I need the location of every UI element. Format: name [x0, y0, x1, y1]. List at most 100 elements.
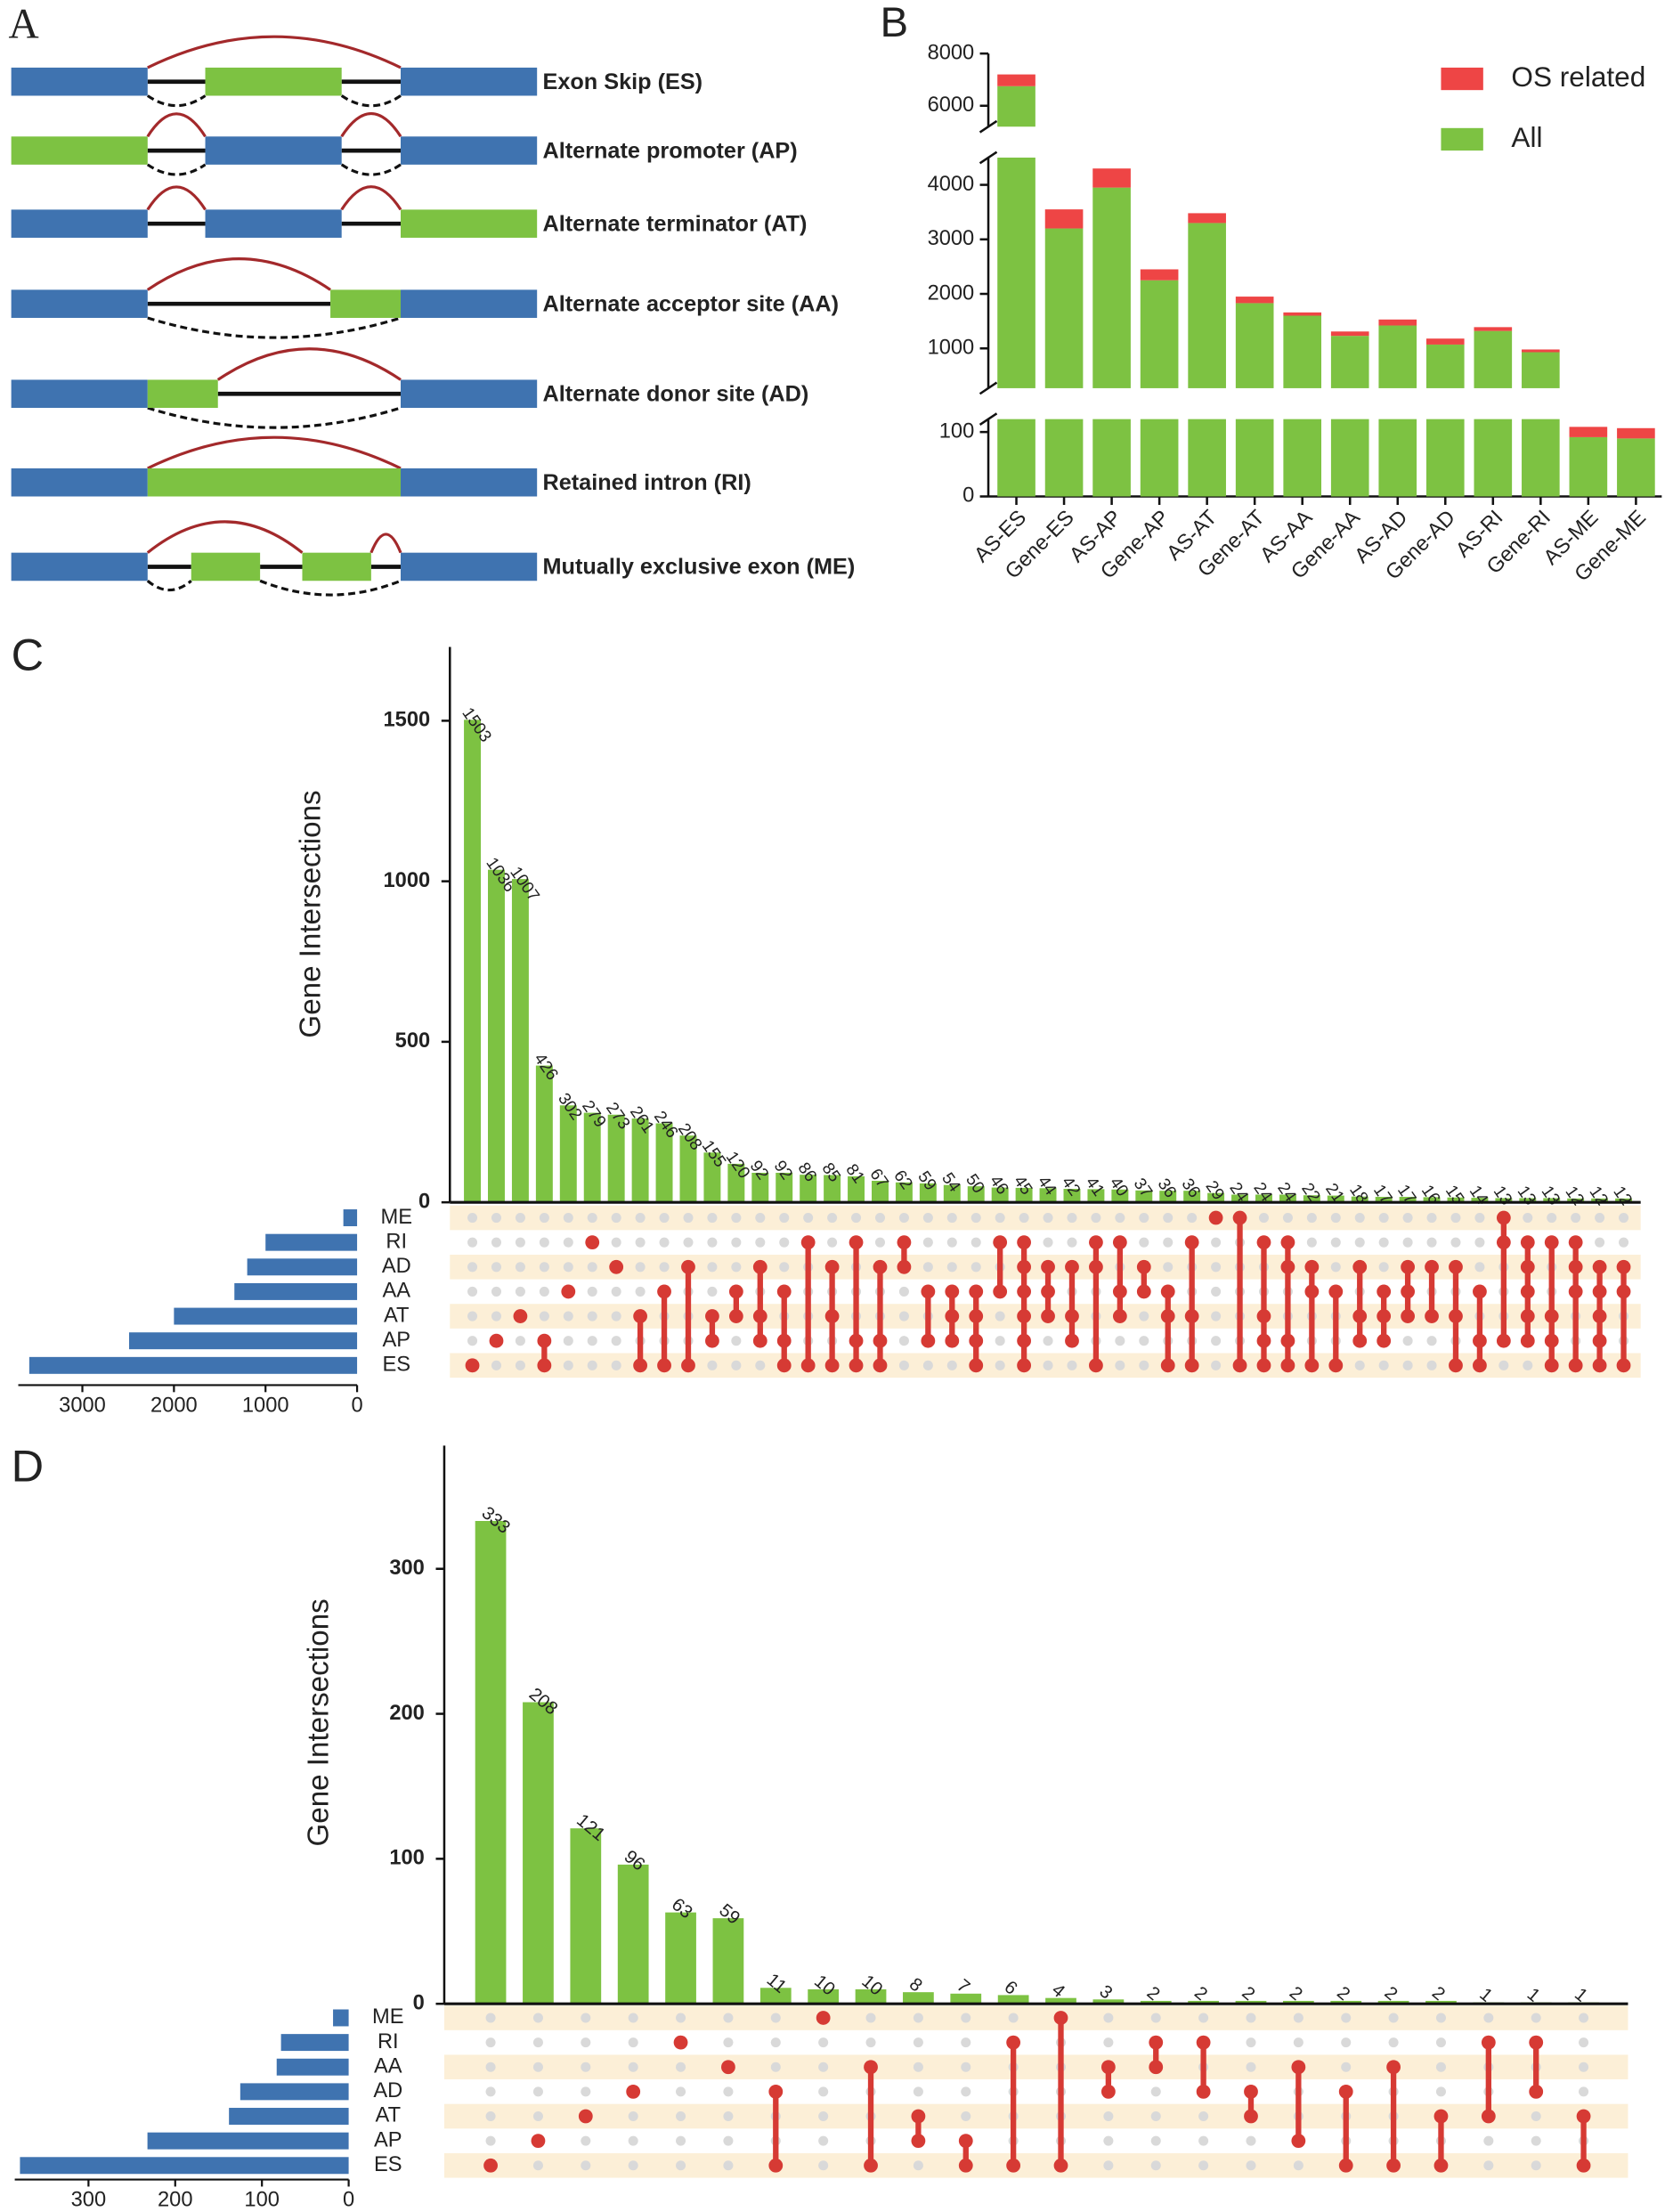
bar	[1092, 1999, 1125, 2005]
value-label: 16	[1417, 1182, 1443, 1208]
y-tick-label: 0	[962, 484, 974, 508]
member-dot	[633, 1358, 647, 1373]
member-dot	[1136, 1284, 1151, 1299]
member-dot	[897, 1259, 912, 1274]
empty-dot	[723, 2013, 734, 2023]
legend-label: OS related	[1511, 61, 1645, 93]
empty-dot	[491, 1213, 502, 1224]
member-dot	[1244, 2084, 1258, 2099]
member-dot	[816, 2011, 831, 2025]
empty-dot	[1163, 1262, 1174, 1273]
member-dot	[728, 1284, 743, 1299]
bar	[607, 1114, 625, 1203]
empty-dot	[491, 1286, 502, 1297]
exon	[401, 67, 538, 96]
empty-dot	[1008, 2013, 1019, 2023]
empty-dot	[1435, 2013, 1446, 2023]
y-tick-label: 100	[389, 1847, 425, 1870]
empty-dot	[1211, 1360, 1222, 1370]
bar	[1378, 419, 1417, 497]
set-label: AT	[376, 2104, 402, 2127]
bar	[1188, 223, 1226, 388]
empty-dot	[532, 2037, 543, 2048]
empty-dot	[971, 1237, 981, 1248]
bar	[1399, 1197, 1417, 1203]
member-dot	[633, 1309, 647, 1323]
empty-dot	[1341, 2013, 1352, 2023]
set-tick-label: 3000	[59, 1394, 106, 1417]
y-tick-label: 200	[389, 1702, 425, 1725]
empty-dot	[635, 1286, 646, 1297]
member-dot	[1112, 1284, 1127, 1299]
set-tick-label: 200	[158, 2188, 193, 2211]
matrix-stripe	[443, 2054, 1628, 2080]
member-dot	[1496, 1210, 1511, 1225]
member-dot	[1160, 1358, 1175, 1373]
bar	[1235, 297, 1274, 304]
empty-dot	[491, 1360, 502, 1370]
empty-dot	[635, 1237, 646, 1248]
member-dot	[911, 2134, 926, 2149]
member-dot	[1616, 1358, 1631, 1373]
member-dot	[1568, 1284, 1583, 1299]
empty-dot	[961, 2110, 971, 2122]
value-label: 14	[1466, 1183, 1491, 1208]
bar	[1617, 438, 1655, 497]
bar	[475, 1520, 507, 2005]
empty-dot	[1115, 1213, 1125, 1224]
bar	[1045, 1997, 1076, 2005]
empty-dot	[1483, 2160, 1494, 2171]
empty-dot	[539, 1213, 549, 1224]
bar	[665, 1912, 696, 2005]
y-tick-label: 100	[939, 419, 975, 443]
empty-dot	[676, 2135, 686, 2146]
y-axis-title: Gene Intersections	[303, 1598, 336, 1846]
empty-dot	[755, 1237, 766, 1248]
empty-dot	[563, 1237, 573, 1248]
bar	[800, 1175, 817, 1203]
member-dot	[1328, 1284, 1344, 1299]
alt-splice-arc	[340, 163, 402, 176]
member-dot	[657, 1358, 671, 1373]
member-dot	[681, 1259, 695, 1274]
member-dot	[824, 1309, 840, 1323]
empty-dot	[467, 1336, 478, 1346]
bar	[919, 1183, 937, 1203]
empty-dot	[1293, 2013, 1303, 2023]
member-dot	[1576, 2109, 1591, 2124]
event-label: Alternate terminator (AT)	[542, 211, 807, 236]
empty-dot	[874, 1237, 886, 1248]
empty-dot	[491, 1262, 502, 1273]
bar	[712, 1918, 744, 2005]
member-dot	[1065, 1333, 1079, 1348]
bar	[759, 1988, 792, 2005]
empty-dot	[827, 1213, 838, 1224]
set-label: ME	[381, 1206, 413, 1229]
empty-dot	[1246, 2062, 1256, 2072]
empty-dot	[1378, 1262, 1389, 1273]
bar	[824, 1175, 841, 1203]
exon	[401, 379, 538, 409]
set-label: ES	[374, 2153, 402, 2176]
empty-dot	[1474, 1262, 1485, 1273]
empty-dot	[723, 2160, 734, 2171]
empty-dot	[587, 1262, 597, 1273]
set-size-bar	[247, 1258, 358, 1276]
empty-dot	[898, 1213, 909, 1224]
member-dot	[1232, 1210, 1247, 1225]
empty-dot	[731, 1262, 742, 1273]
bar	[1279, 1194, 1296, 1203]
empty-dot	[1426, 1237, 1437, 1248]
set-label: AA	[374, 2054, 402, 2078]
empty-dot	[1246, 2160, 1256, 2171]
bar	[1327, 1195, 1344, 1203]
bar	[1425, 344, 1465, 388]
empty-dot	[913, 2013, 923, 2023]
empty-dot	[1435, 2062, 1446, 2072]
member-dot	[1280, 1259, 1295, 1274]
bar	[1231, 1194, 1249, 1203]
empty-dot	[770, 2062, 781, 2072]
y-tick-label: 0	[418, 1190, 430, 1213]
member-dot	[1328, 1358, 1344, 1373]
